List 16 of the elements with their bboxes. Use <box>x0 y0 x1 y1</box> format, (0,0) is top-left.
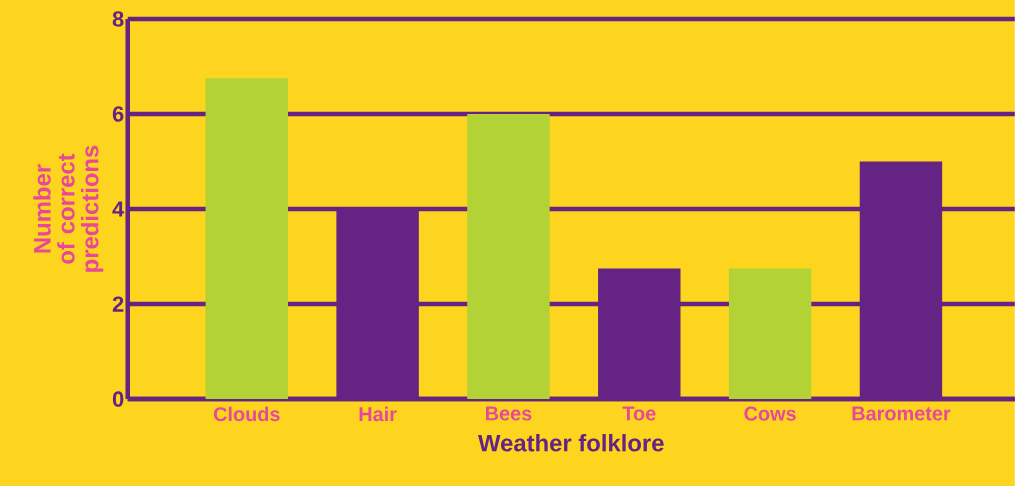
x-tick-label: Barometer <box>852 406 951 421</box>
x-tick-label: Toe <box>622 406 656 421</box>
x-axis-title: Weather folklore <box>478 434 664 452</box>
y-axis-title: Number of correct predictions <box>33 145 104 272</box>
x-tick-label: Bees <box>486 406 532 421</box>
bar <box>467 114 550 400</box>
x-tick-label: Cows <box>744 406 796 421</box>
bar <box>728 268 812 400</box>
y-tick-label: 4 <box>112 201 125 217</box>
y-tick-label: 0 <box>112 391 124 407</box>
x-tick-label: Clouds <box>213 406 280 422</box>
y-tick-label: 6 <box>112 106 124 122</box>
bar <box>205 78 288 400</box>
y-tick-label: 2 <box>112 296 124 312</box>
x-tick-label: Hair <box>359 406 397 422</box>
y-tick-label: 8 <box>112 11 124 27</box>
